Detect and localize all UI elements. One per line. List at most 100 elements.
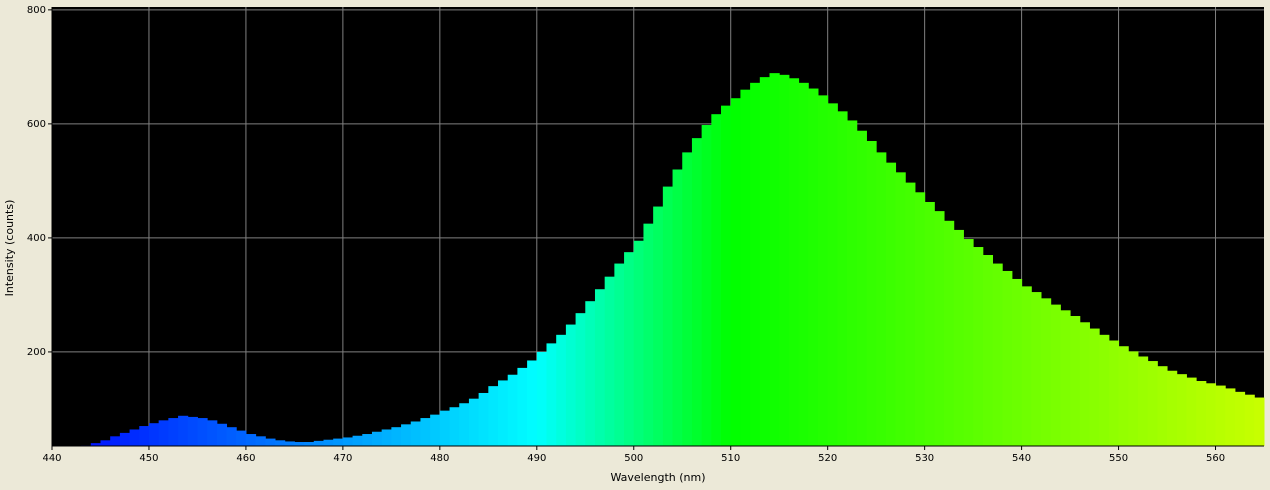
bar (1002, 270, 1013, 446)
bar (885, 162, 897, 447)
x-tick-label: 490 (527, 453, 546, 464)
bar (769, 73, 780, 446)
bar (750, 82, 761, 446)
bar (1060, 310, 1071, 446)
bar (168, 418, 179, 446)
bar (585, 301, 596, 446)
bar (1176, 374, 1187, 446)
x-tick-label: 550 (1109, 453, 1128, 464)
bar (701, 125, 712, 447)
bar (488, 386, 499, 446)
bar (721, 105, 732, 446)
bar (284, 441, 295, 446)
bar (1118, 346, 1129, 446)
bar (798, 82, 809, 446)
bar (643, 223, 654, 446)
x-tick-label: 540 (1012, 453, 1031, 464)
bar (1244, 394, 1255, 446)
bar (546, 343, 557, 446)
bar (1205, 383, 1217, 446)
bar (808, 88, 819, 447)
bar (226, 427, 237, 446)
bar (914, 192, 926, 446)
bar (371, 431, 383, 446)
bar (924, 201, 935, 446)
bar (420, 418, 431, 446)
bar (110, 436, 121, 446)
bar (1011, 278, 1023, 446)
bar (779, 74, 790, 446)
x-tick-label: 500 (624, 453, 643, 464)
bar (507, 374, 518, 446)
bar (817, 95, 829, 447)
bar (342, 437, 354, 446)
bar (1099, 334, 1110, 446)
bar (391, 427, 402, 446)
bar (895, 172, 906, 447)
x-tick-label: 510 (721, 453, 740, 464)
bar (401, 424, 412, 446)
bar (255, 436, 266, 446)
bar (1031, 292, 1042, 446)
bar (982, 255, 994, 446)
bar (624, 252, 635, 446)
bar (1196, 381, 1207, 446)
bar (837, 111, 848, 446)
bar (381, 429, 392, 446)
bar (1079, 322, 1090, 446)
bar (245, 434, 257, 446)
x-tick-label: 530 (915, 453, 934, 464)
bar (759, 77, 771, 446)
x-tick-label: 470 (333, 453, 352, 464)
bar (1040, 298, 1052, 446)
bar (711, 114, 722, 446)
bar (992, 263, 1003, 446)
y-tick-label: 800 (27, 5, 46, 16)
bar (1128, 351, 1139, 446)
bar (100, 440, 111, 446)
bar (1215, 385, 1226, 446)
bar (1147, 361, 1158, 446)
bar (827, 103, 838, 446)
bar (197, 418, 208, 446)
bar (536, 351, 547, 446)
x-axis-label: Wavelength (nm) (610, 471, 705, 484)
bar (1254, 397, 1265, 446)
bar (847, 120, 858, 446)
bar (187, 416, 198, 446)
bar (905, 182, 916, 446)
bar (866, 140, 877, 446)
bar (459, 403, 470, 446)
bar (430, 414, 441, 446)
bar (614, 263, 625, 446)
bar (439, 410, 451, 446)
bar (527, 360, 538, 446)
bar (178, 415, 189, 446)
bar (730, 98, 741, 447)
bar (934, 211, 945, 446)
bar (682, 152, 693, 446)
bar (1186, 377, 1197, 446)
bar (1137, 356, 1149, 446)
y-tick-label: 400 (27, 233, 46, 244)
bar (449, 407, 460, 446)
bar (575, 313, 586, 446)
bar (856, 130, 867, 446)
bar (129, 429, 140, 446)
x-tick-label: 560 (1206, 453, 1225, 464)
bar (1234, 391, 1246, 446)
bar (556, 334, 567, 446)
y-tick-label: 600 (27, 119, 46, 130)
x-tick-label: 460 (236, 453, 255, 464)
x-tick-label: 520 (818, 453, 837, 464)
bar (740, 89, 751, 447)
bar (158, 420, 169, 446)
bar (944, 220, 955, 446)
bar (517, 367, 528, 446)
bar (1157, 366, 1168, 446)
bar (313, 440, 324, 446)
bar (236, 430, 247, 446)
bar (90, 443, 101, 446)
bar (633, 240, 644, 446)
